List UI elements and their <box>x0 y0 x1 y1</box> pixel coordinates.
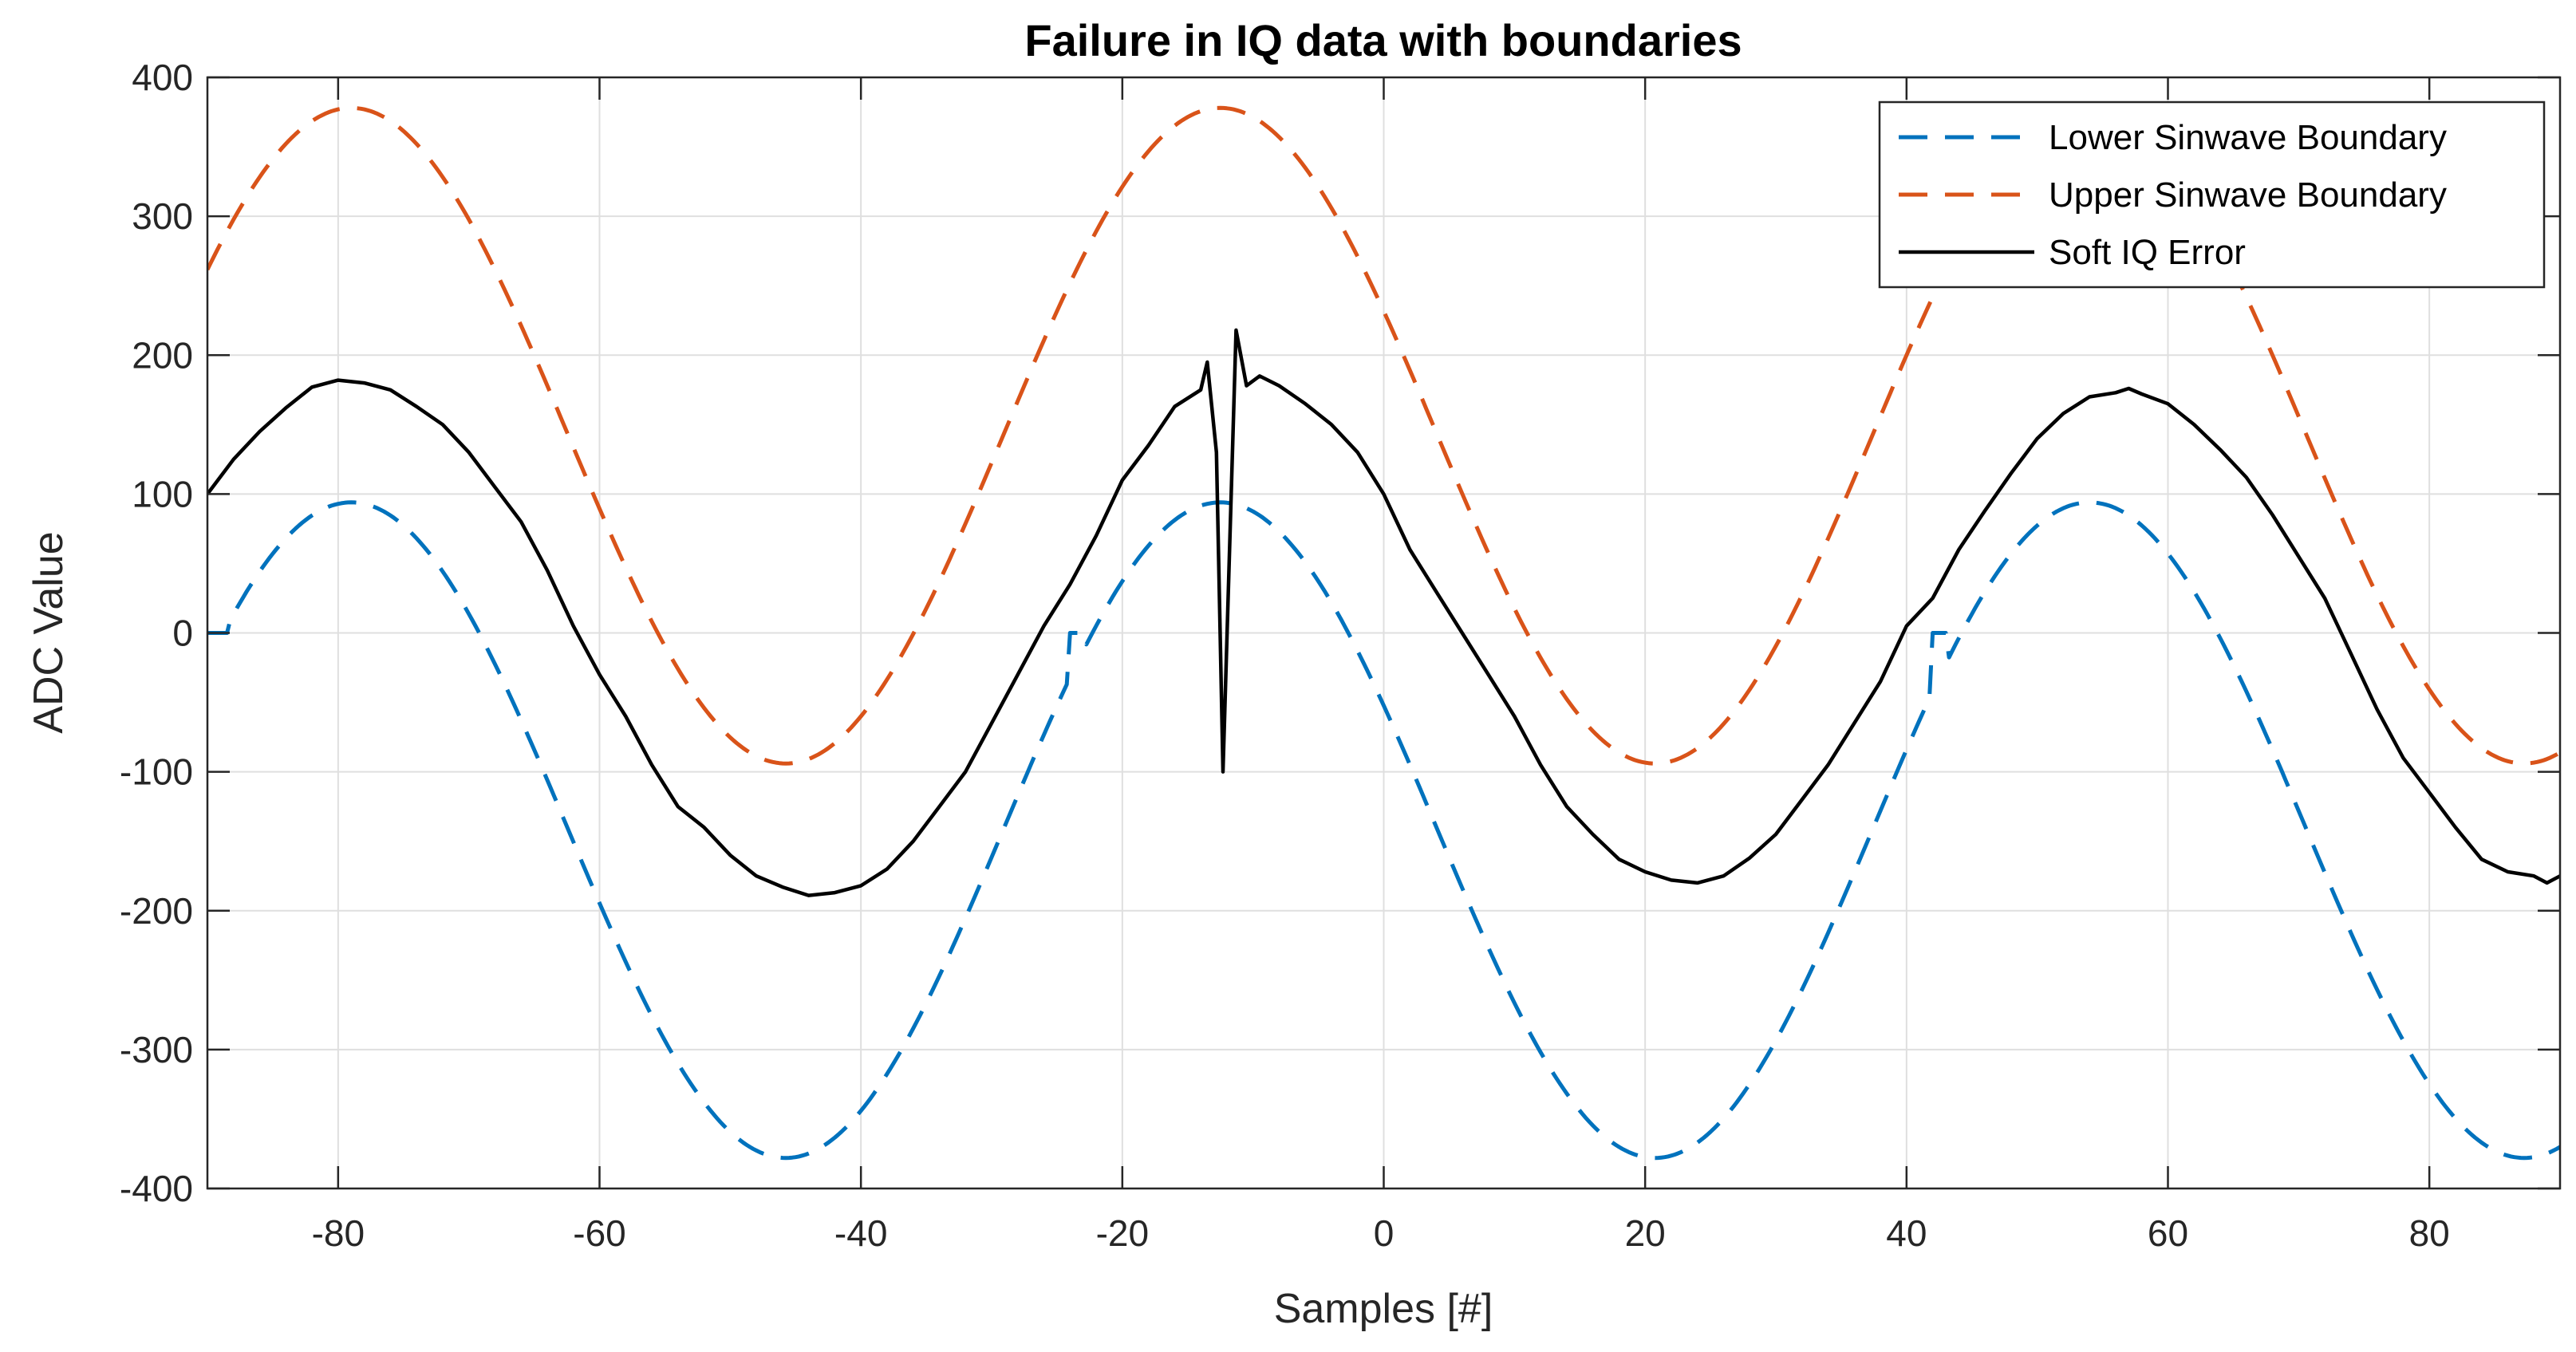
y-axis-label: ADC Value <box>26 531 72 733</box>
y-tick-label: 200 <box>132 334 193 376</box>
x-tick-label: 80 <box>2409 1212 2450 1254</box>
y-tick-label: 0 <box>172 613 193 654</box>
x-tick-label: -80 <box>312 1212 365 1254</box>
chart-title: Failure in IQ data with boundaries <box>1024 15 1742 65</box>
series-line-2 <box>207 328 2560 897</box>
x-tick-label: 20 <box>1625 1212 1666 1254</box>
x-tick-label: 0 <box>1374 1212 1395 1254</box>
x-axis-label: Samples [#] <box>1274 1286 1493 1332</box>
ticks: -80 -60 -40 -20 0 20 40 60 80-400-300-200-100010… <box>120 57 2560 1254</box>
y-tick-label: -100 <box>120 751 193 793</box>
x-tick-label: 40 <box>1886 1212 1927 1254</box>
x-tick-label: 60 <box>2148 1212 2188 1254</box>
y-tick-label: 400 <box>132 57 193 98</box>
x-tick-label: -60 <box>573 1212 625 1254</box>
y-tick-label: 300 <box>132 195 193 237</box>
y-tick-label: -300 <box>120 1029 193 1070</box>
x-tick-label: -40 <box>834 1212 887 1254</box>
legend: Lower Sinwave Boundary Upper Sinwave Boun… <box>1878 101 2546 289</box>
y-tick-label: -400 <box>120 1168 193 1209</box>
legend-entry: Lower Sinwave Boundary <box>2049 118 2447 157</box>
x-tick-label: -20 <box>1096 1212 1149 1254</box>
series-line-0 <box>207 500 2560 1161</box>
legend-entry: Soft IQ Error <box>2049 233 2246 272</box>
legend-entry: Upper Sinwave Boundary <box>2049 175 2447 215</box>
legend-box <box>1878 101 2546 289</box>
y-tick-label: -200 <box>120 890 193 932</box>
y-tick-label: 100 <box>132 473 193 514</box>
